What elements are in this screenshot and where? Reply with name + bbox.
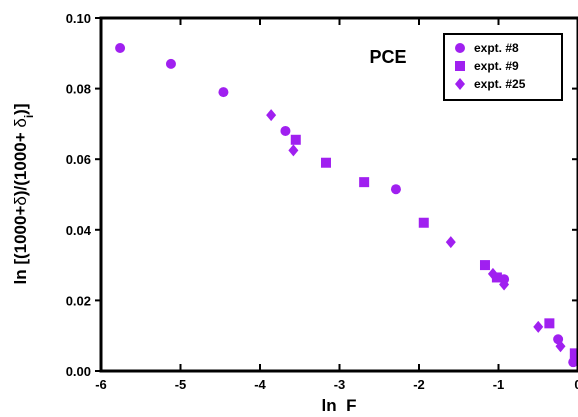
legend-marker-square [455,61,465,71]
x-tick-label: -2 [413,377,425,392]
x-axis-title: ln F [322,396,357,415]
legend-marker-circle [455,43,465,53]
plot-annotation: PCE [369,47,406,67]
data-point-square [418,217,429,228]
x-tick-label: -3 [334,377,346,392]
tick-labels: -6 -5 -4 -3 -2 -1 0 0.00 0.02 0.04 0.06 0.08 0.10 [66,11,578,392]
data-point-diamond [487,267,498,280]
legend-label: expt. #25 [474,77,526,91]
data-point-diamond [533,320,544,333]
legend-label: expt. #9 [474,59,519,73]
data-marks [115,43,578,368]
legend: expt. #8 expt. #9 expt. #25 [443,33,563,101]
axis-ticks [95,17,578,372]
data-point-square [569,348,578,359]
x-tick-label: -5 [175,377,187,392]
y-tick-label: 0.00 [66,364,91,379]
y-axis-title: ln [(1000+δ)/(1000+ δi)] [11,103,36,284]
data-point-square [491,272,502,283]
x-tick-label: 0 [574,377,578,392]
data-point-circle [218,87,229,98]
data-point-square [359,177,370,188]
data-point-circle [165,58,176,69]
data-point-circle [115,43,126,54]
y-tick-label: 0.10 [66,11,91,26]
data-point-diamond [569,354,578,367]
data-point-square [290,134,301,145]
data-point-square [544,318,555,329]
x-tick-label: -1 [493,377,505,392]
x-tick-label: -6 [95,377,107,392]
data-point-circle [390,184,401,195]
data-point-diamond [445,236,456,249]
data-point-square [479,260,490,271]
data-point-circle [280,125,291,136]
legend-label: expt. #8 [474,41,519,55]
legend-items: expt. #8 expt. #9 expt. #25 [455,41,526,91]
data-point-square [320,157,331,168]
legend-marker-diamond [455,78,465,90]
x-tick-label: -4 [254,377,266,392]
y-tick-label: 0.08 [66,82,91,97]
data-point-diamond [288,144,299,157]
data-point-diamond [555,340,566,353]
data-point-diamond [266,109,277,122]
data-point-diamond [499,278,510,291]
y-tick-label: 0.04 [66,223,92,238]
y-tick-label: 0.06 [66,152,91,167]
y-tick-label: 0.02 [66,293,91,308]
